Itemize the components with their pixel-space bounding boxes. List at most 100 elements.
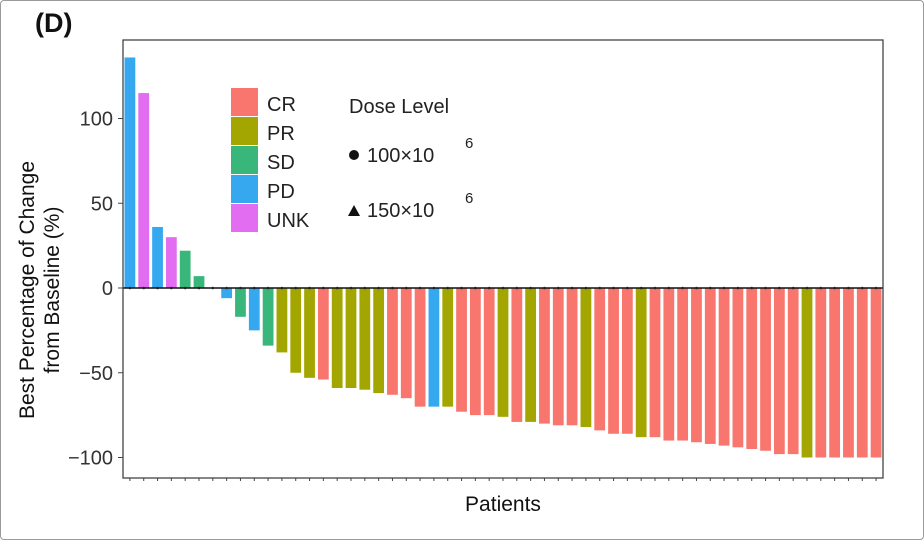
bar-cr [469,288,481,416]
dose-marker [570,286,574,290]
dose-marker [474,286,477,290]
bar-cr [663,288,675,441]
legend-dose-label: 150×10 [367,200,434,222]
legend-dose-label: 100×10 [367,145,434,167]
y-tick-label: −100 [68,448,113,470]
dose-marker [294,286,298,290]
dose-marker [391,286,394,290]
dose-marker [833,286,836,290]
dose-marker [819,286,823,290]
dose-marker [708,286,712,290]
bar-pd [152,226,163,288]
dose-marker [556,286,560,290]
bar-unk [165,237,177,288]
dose-marker [418,286,422,290]
dose-marker [363,286,367,290]
legend-label-cr: CR [267,94,296,116]
dose-marker [695,286,698,290]
dose-marker [239,286,242,290]
bar-cr [704,288,716,444]
dose-marker [543,286,546,290]
dose-marker [280,286,284,290]
y-axis-label-line2: from Baseline (%) [41,207,64,374]
bar-pd [124,57,136,289]
dose-marker [515,286,519,290]
dose-marker [681,286,684,290]
dose-marker [252,286,256,290]
dose-marker [764,286,767,290]
legend-label-pd: PD [267,181,295,203]
dose-marker [598,286,602,290]
bar-cr [552,288,564,426]
dose-marker [404,286,408,290]
bar-cr [566,288,578,426]
legend-swatch-sd [231,146,258,174]
dose-marker [584,286,588,290]
legend-dose-title: Dose Level [349,96,449,118]
legend-label-unk: UNK [267,210,310,232]
dose-marker [183,286,187,290]
bar-pr [345,288,357,389]
dose-marker [225,286,228,290]
dose-marker [750,286,754,290]
bar-cr [414,288,426,407]
bar-pd [248,288,260,331]
dose-marker [501,286,505,290]
bar-cr [843,288,854,458]
bar-cr [594,288,606,431]
y-axis: 100 50 0 −50 −100 [68,109,123,470]
bar-pr [331,288,343,389]
circle-marker-icon [349,150,359,160]
bar-cr [829,288,841,458]
dose-marker [211,286,215,290]
bar-pr [525,288,537,422]
legend-swatch-unk [231,204,258,232]
bar-cr [387,288,398,395]
bar-sd [193,276,205,288]
dose-marker [487,286,491,290]
y-tick-label: 50 [91,193,113,215]
dose-marker [377,286,380,290]
dose-marker [639,286,643,290]
legend-dose-exponent: 6 [465,190,473,207]
bar-sd [179,250,191,288]
dose-marker [266,286,270,290]
bar-cr [539,288,550,424]
dose-marker [667,286,671,290]
bar-cr [456,288,467,412]
bar-cr [746,288,758,450]
bar-pr [373,288,385,394]
dose-marker [860,286,864,290]
dose-marker [142,286,146,290]
y-axis-label: Best Percentage of Change from Baseline … [16,161,64,419]
dose-marker [722,286,726,290]
triangle-marker-icon [348,205,360,216]
dose-marker [197,286,201,290]
dose-marker [626,286,629,290]
bar-pr [580,288,592,427]
legend-swatch-pd [231,175,258,203]
y-axis-label-line1: Best Percentage of Change [16,161,39,419]
dose-marker [612,286,615,290]
bar-cr [760,288,771,451]
dose-marker [529,286,532,290]
dose-marker [847,286,850,290]
bar-cr [856,288,868,458]
bar-unk [138,93,150,288]
legend-dose-exponent: 6 [465,135,473,152]
bar-cr [691,288,702,443]
y-tick-label: −50 [79,363,113,385]
bar-pd [428,288,440,407]
dose-marker [778,286,781,290]
bar-pr [635,288,647,438]
dose-marker [791,286,795,290]
bar-cr [483,288,495,416]
bar-cr [718,288,730,446]
bar-cr [773,288,785,455]
bar-sd [235,288,246,317]
dose-marker [736,286,740,290]
y-tick-label: 0 [102,278,113,300]
bar-cr [511,288,523,422]
x-axis-label: Patients [465,493,541,516]
